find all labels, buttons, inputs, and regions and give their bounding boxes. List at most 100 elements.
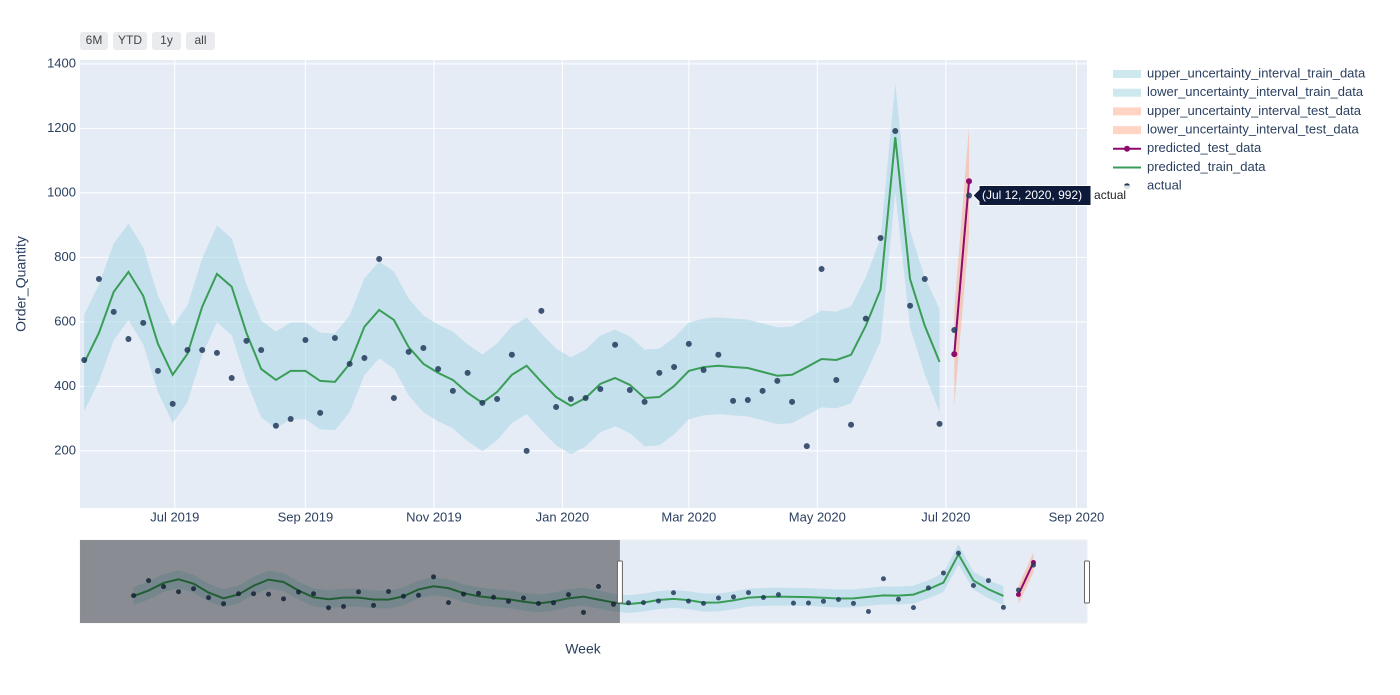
- point: [536, 601, 542, 607]
- legend-label[interactable]: predicted_test_data: [1147, 140, 1262, 155]
- legend-label[interactable]: upper_uncertainty_interval_test_data: [1147, 103, 1362, 118]
- point: [880, 576, 886, 582]
- uncertainty-band: [84, 83, 940, 455]
- point: [685, 598, 691, 604]
- point: [955, 550, 961, 556]
- legend-label[interactable]: predicted_train_data: [1147, 159, 1266, 174]
- legend-label[interactable]: actual: [1147, 178, 1182, 193]
- point: [476, 590, 482, 596]
- point: [390, 395, 397, 402]
- point: [1000, 604, 1006, 610]
- point: [302, 336, 309, 343]
- point: [431, 574, 437, 580]
- point: [479, 399, 486, 406]
- point: [862, 315, 869, 322]
- point: [612, 341, 619, 348]
- point: [251, 591, 257, 597]
- point: [356, 589, 362, 595]
- legend-symbol: [1124, 145, 1130, 152]
- point: [296, 589, 302, 595]
- y-axis-title: Order_Quantity: [13, 236, 29, 332]
- point: [361, 355, 368, 362]
- line: [953, 181, 971, 355]
- point: [985, 578, 991, 584]
- point: [553, 404, 560, 411]
- point: [818, 266, 825, 273]
- point: [287, 415, 294, 422]
- point: [626, 386, 633, 393]
- traces: [81, 83, 973, 455]
- y-tick-label: 1000: [47, 184, 76, 199]
- point: [405, 348, 412, 355]
- point: [449, 387, 456, 394]
- point: [221, 601, 227, 607]
- y-tick-label: 200: [54, 442, 76, 457]
- point: [491, 594, 497, 600]
- legend-label[interactable]: upper_uncertainty_interval_train_data: [1147, 65, 1366, 80]
- range-button[interactable]: [186, 32, 215, 50]
- point: [951, 326, 958, 333]
- hover-label: (Jul 12, 2020, 992) actual: [972, 184, 1132, 206]
- legend-label[interactable]: lower_uncertainty_interval_train_data: [1147, 84, 1364, 99]
- point: [760, 594, 766, 600]
- legend-label[interactable]: lower_uncertainty_interval_test_data: [1147, 122, 1360, 137]
- point: [744, 396, 751, 403]
- overlay: 6M YTD 1y all upper_uncertainty_interval_tra…: [80, 32, 1366, 623]
- point: [376, 256, 383, 263]
- point: [966, 178, 973, 185]
- point: [567, 395, 574, 402]
- point: [670, 590, 676, 596]
- point: [311, 591, 317, 597]
- hover-name: actual: [1094, 188, 1126, 202]
- point: [176, 589, 182, 595]
- point: [110, 308, 117, 315]
- point: [759, 387, 766, 394]
- line: [83, 136, 941, 407]
- point: [140, 319, 147, 326]
- point: [595, 583, 601, 589]
- point: [581, 609, 586, 615]
- line: [1017, 562, 1035, 595]
- point: [243, 337, 250, 344]
- point: [199, 346, 206, 353]
- x-tick-label: Jul 2020: [921, 509, 970, 524]
- range-button[interactable]: [80, 32, 108, 50]
- range-button-label[interactable]: YTD: [118, 33, 142, 47]
- slider-handle[interactable]: [1084, 560, 1090, 604]
- point: [206, 595, 212, 601]
- point: [446, 600, 452, 606]
- range-button[interactable]: [113, 32, 147, 50]
- point: [435, 365, 442, 372]
- point: [538, 307, 545, 314]
- point: [506, 598, 512, 604]
- point: [236, 591, 242, 597]
- x-tick-label: Jul 2019: [150, 509, 199, 524]
- slider-traces: [131, 544, 1036, 615]
- point: [775, 592, 781, 598]
- point: [461, 591, 467, 597]
- point: [258, 346, 265, 353]
- x-tick-label: Sep 2020: [1049, 509, 1105, 524]
- range-button-label[interactable]: all: [194, 33, 206, 47]
- point: [281, 596, 287, 602]
- point: [154, 367, 161, 374]
- point: [700, 366, 707, 373]
- range-button-label[interactable]: 1y: [160, 33, 173, 47]
- y-tick-label: 400: [54, 378, 76, 393]
- point: [805, 600, 811, 606]
- range-button-label[interactable]: 6M: [86, 33, 103, 47]
- point: [730, 594, 736, 600]
- slider-mask: [80, 540, 620, 623]
- slider-handle[interactable]: [616, 560, 623, 604]
- point: [1015, 591, 1021, 597]
- range-button[interactable]: [152, 32, 181, 50]
- y-tick-label: 1400: [47, 55, 76, 70]
- point: [371, 602, 377, 608]
- line: [133, 552, 1004, 606]
- point: [464, 369, 471, 376]
- point: [925, 585, 931, 591]
- point: [521, 595, 527, 601]
- point: [81, 356, 88, 363]
- point: [317, 409, 324, 416]
- point: [833, 376, 840, 383]
